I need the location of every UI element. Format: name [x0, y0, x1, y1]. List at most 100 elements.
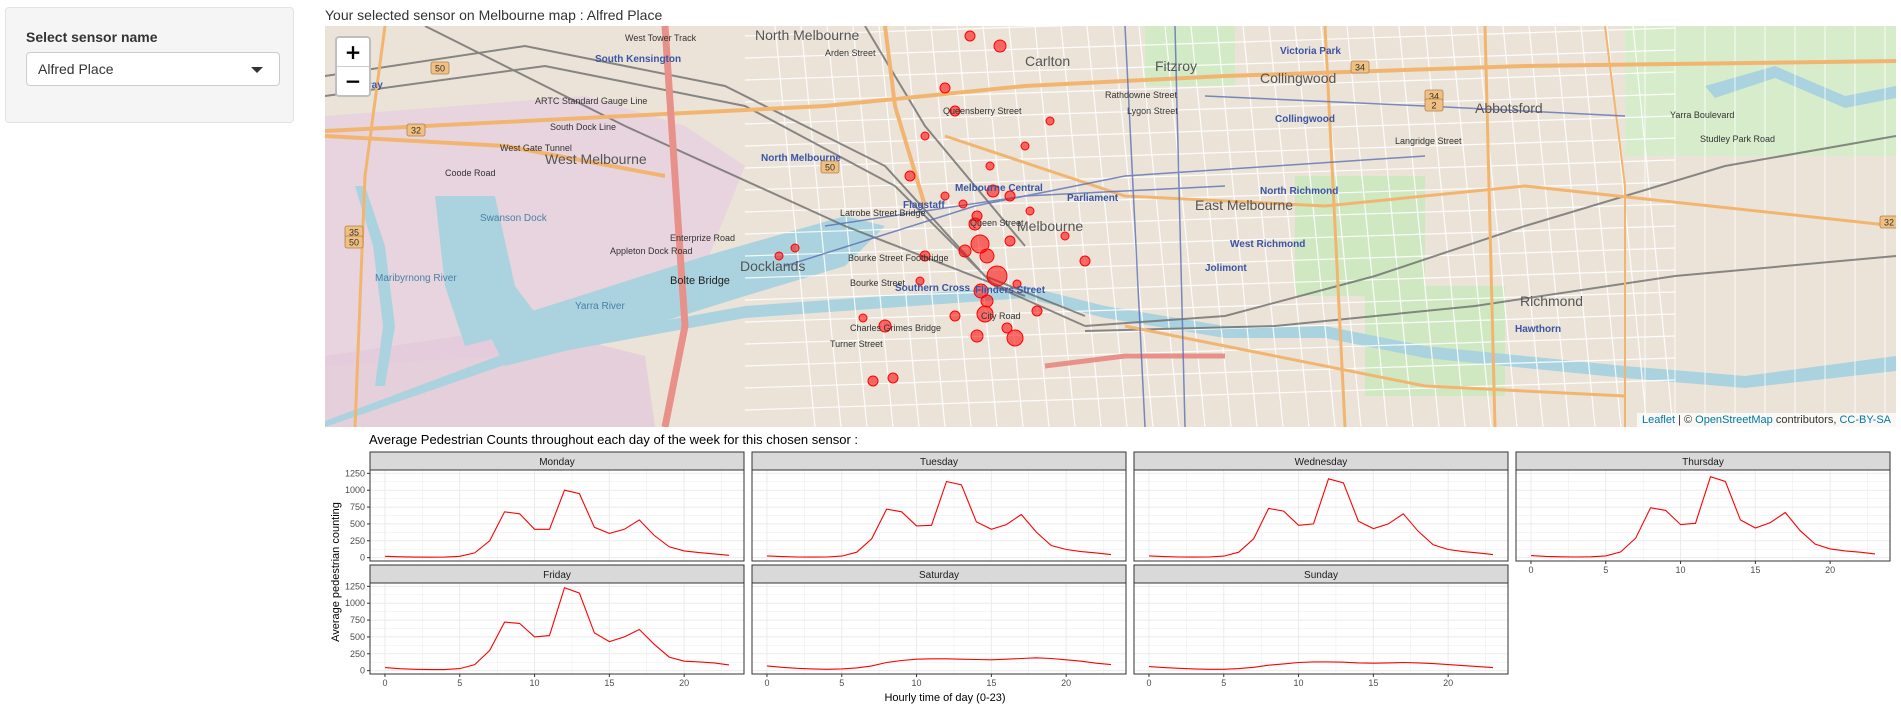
map-place-label: Queensberry Street [943, 106, 1022, 116]
sensor-marker [1004, 190, 1016, 202]
x-tick-label: 0 [382, 678, 387, 688]
map-place-label: Collingwood [1260, 70, 1336, 86]
sensor-marker [964, 30, 976, 42]
y-tick-label: 0 [360, 553, 365, 563]
street [1138, 26, 1180, 427]
sensor-marker [970, 329, 984, 343]
street [744, 115, 1676, 147]
zoom-control: + − [335, 36, 371, 97]
map-place-label: Queen Street [970, 218, 1024, 228]
sensor-marker [976, 305, 994, 323]
sensor-markers [774, 30, 1091, 387]
facet-border [1515, 469, 1891, 562]
map-place-label: Flagstaff [903, 200, 945, 211]
sensor-select-dropdown[interactable]: Alfred Place [26, 52, 280, 86]
zoom-in-button[interactable]: + [337, 38, 369, 67]
y-tick-label: 500 [350, 519, 365, 529]
x-tick-label: 15 [604, 678, 614, 688]
street-grid [744, 26, 1886, 427]
facet-strip-label: Thursday [1682, 457, 1724, 468]
sensor-marker [904, 170, 916, 182]
street [744, 137, 1676, 169]
map-place-label: West Gate Tunnel [500, 143, 572, 153]
sensor-marker [790, 243, 800, 253]
yarra-river [325, 286, 1896, 427]
street [1216, 26, 1258, 427]
x-tick-label: 15 [1750, 565, 1760, 575]
leaflet-map[interactable]: North Melbourne Carlton Fitzroy Collingwood… [325, 26, 1896, 427]
map-place-label: Fitzroy [1155, 58, 1197, 74]
map-place-label: Richmond [1520, 293, 1583, 309]
map-caption: Your selected sensor on Melbourne map : … [325, 7, 663, 23]
facet-strip-label: Monday [539, 457, 575, 468]
street [744, 27, 1676, 59]
map-place-label: Yarra Boulevard [1670, 110, 1734, 120]
sensor-marker [1045, 116, 1055, 126]
road-shield-label: 32 [1884, 218, 1894, 228]
map-place-label: Enterprize Road [670, 233, 735, 243]
license-link[interactable]: CC-BY-SA [1839, 414, 1891, 426]
facet-border [369, 582, 745, 675]
sensor-marker [985, 161, 995, 171]
y-tick-label: 1000 [345, 598, 365, 608]
street [1372, 26, 1414, 427]
sensor-marker [774, 251, 784, 261]
street [1242, 26, 1284, 427]
map-place-label: Jolimont [1205, 263, 1247, 274]
x-tick-label: 5 [457, 678, 462, 688]
chevron-down-icon[interactable] [251, 67, 263, 73]
maribyrnong-river [355, 186, 395, 386]
road-shield-label: 2 [1431, 101, 1436, 111]
facet-border [751, 582, 1127, 675]
x-tick-label: 10 [912, 678, 922, 688]
map-place-label: North Melbourne [755, 27, 859, 43]
sensor-marker [1001, 322, 1013, 334]
y-tick-label: 1250 [345, 468, 365, 478]
road-shield [820, 160, 840, 174]
y-tick-label: 250 [350, 536, 365, 546]
x-tick-label: 5 [1221, 678, 1226, 688]
facet-strip-label: Sunday [1304, 570, 1338, 581]
sensor-marker [919, 250, 931, 262]
map-place-label: Bourke Street [850, 278, 906, 288]
street [852, 26, 894, 427]
street [1528, 26, 1570, 427]
x-tick-label: 15 [1368, 678, 1378, 688]
leaflet-link[interactable]: Leaflet [1641, 414, 1675, 426]
map-place-label: Collingwood [1275, 114, 1335, 125]
map-place-label: Rathdowne Street [1105, 90, 1178, 100]
x-tick-label: 20 [1825, 565, 1835, 575]
zoom-out-button[interactable]: − [344, 69, 362, 93]
map-place-label: Melbourne [1017, 218, 1083, 234]
map-place-label: West Tower Track [625, 33, 697, 43]
sensor-marker [958, 244, 972, 258]
street [800, 26, 842, 427]
x-tick-label: 20 [679, 678, 689, 688]
park-area [1625, 26, 1896, 156]
map-place-label: Appleton Dock Road [610, 246, 693, 256]
map-place-label: Bolte Bridge [670, 275, 730, 287]
sensor-marker [968, 217, 982, 231]
sensor-marker [1079, 255, 1091, 267]
map-place-label: Abbotsford [1475, 100, 1543, 116]
x-tick-label: 10 [530, 678, 540, 688]
map-place-label: Swanson Dock [480, 213, 548, 224]
series-line-sunday [1148, 661, 1494, 670]
sensor-marker [958, 199, 968, 209]
map-place-label: Victoria Park [1280, 46, 1341, 57]
street [1554, 26, 1596, 427]
sensor-select-value: Alfred Place [38, 61, 114, 77]
sensor-marker [878, 319, 892, 333]
osm-link[interactable]: OpenStreetMap [1695, 414, 1773, 426]
y-tick-label: 1250 [345, 581, 365, 591]
map-place-label: North Richmond [1260, 186, 1338, 197]
map-tiles: North Melbourne Carlton Fitzroy Collingwood… [325, 26, 1896, 427]
road-shield-label: 34 [1355, 63, 1365, 73]
x-tick-label: 5 [1603, 565, 1608, 575]
industrial-area [325, 326, 655, 427]
series-line-thursday [1530, 476, 1876, 558]
x-axis-label: Hourly time of day (0-23) [884, 692, 1005, 704]
y-tick-label: 0 [360, 666, 365, 676]
attribution-contributors: contributors, [1772, 414, 1840, 426]
